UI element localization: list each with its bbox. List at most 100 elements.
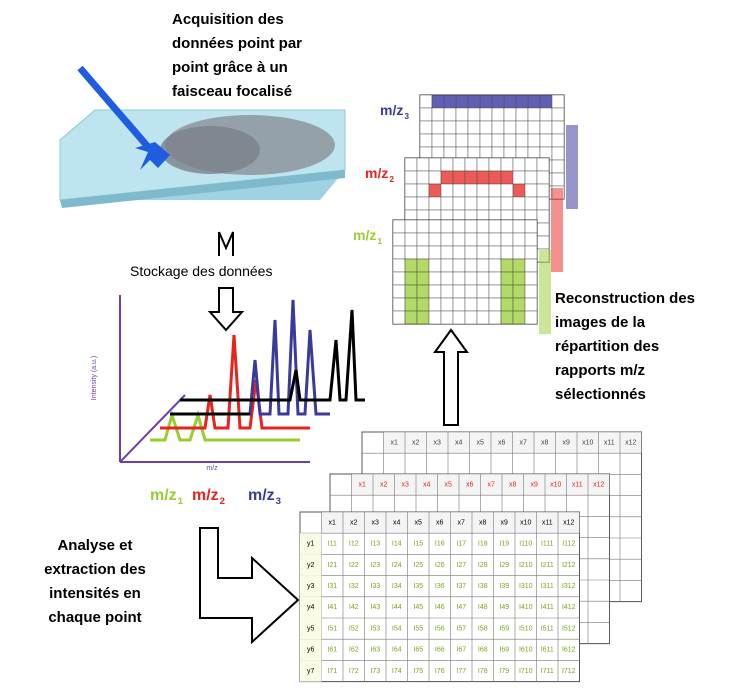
image-cell <box>477 197 489 210</box>
image-cell <box>525 197 537 210</box>
image-cell <box>504 95 516 108</box>
image-cell <box>405 285 417 298</box>
mz-subscript: 1 <box>377 236 382 246</box>
image-cell <box>513 220 525 233</box>
image-cell <box>525 220 537 233</box>
image-cell <box>453 259 465 272</box>
mz-subscript: 1 <box>178 496 184 507</box>
image-cell <box>468 121 480 134</box>
column-header: x9 <box>501 519 509 526</box>
row-header: y3 <box>307 583 315 590</box>
column-header: x2 <box>350 519 358 526</box>
column-header: x2 <box>380 481 388 488</box>
image-cell <box>528 121 540 134</box>
image-cell <box>405 298 417 311</box>
image-cell <box>492 95 504 108</box>
table-cell: I55 <box>413 625 423 632</box>
image-cell <box>429 184 441 197</box>
row-header: y5 <box>307 625 315 632</box>
row-header: y4 <box>307 604 315 611</box>
image-cell <box>465 184 477 197</box>
row-header: y6 <box>307 647 315 654</box>
image-cell <box>429 259 441 272</box>
analysis-line: intensités en <box>49 585 141 602</box>
column-header: x12 <box>563 519 574 526</box>
table-cell: I52 <box>349 625 359 632</box>
image-cell <box>537 184 549 197</box>
table-cell: I12 <box>349 541 359 548</box>
table-cell: I77 <box>456 668 466 675</box>
image-cell <box>441 197 453 210</box>
column-header: x10 <box>582 439 593 446</box>
image-cell <box>501 259 513 272</box>
column-header: x4 <box>455 439 463 446</box>
image-cell <box>477 311 489 324</box>
table-cell: I64 <box>392 647 402 654</box>
table-cell: I25 <box>413 562 423 569</box>
table-cell: I63 <box>370 647 380 654</box>
mz-label: m/z <box>353 227 376 243</box>
table-cell: I36 <box>435 583 445 590</box>
image-cell <box>405 220 417 233</box>
image-cell <box>465 233 477 246</box>
image-cell <box>501 246 513 259</box>
image-cell <box>417 311 429 324</box>
table-cell: I111 <box>541 541 554 548</box>
image-cell <box>477 285 489 298</box>
image-cell <box>501 311 513 324</box>
image-cell <box>429 311 441 324</box>
column-header: x7 <box>520 439 528 446</box>
table-cell: I53 <box>370 625 380 632</box>
image-cell <box>417 158 429 171</box>
column-header: x10 <box>520 519 531 526</box>
table-cell: I611 <box>541 647 554 654</box>
image-cell <box>525 272 537 285</box>
table-cell: I610 <box>519 647 533 654</box>
table-cell: I13 <box>370 541 380 548</box>
image-cell <box>501 197 513 210</box>
image-cell <box>393 233 405 246</box>
column-header: x5 <box>477 439 485 446</box>
mz-subscript: 2 <box>389 174 394 184</box>
image-cell <box>465 298 477 311</box>
image-cell <box>417 197 429 210</box>
image-cell <box>441 311 453 324</box>
table-cell: I48 <box>478 604 488 611</box>
table-cell: I612 <box>562 647 576 654</box>
image-cell <box>525 311 537 324</box>
image-cell <box>489 246 501 259</box>
table-cell: I210 <box>519 562 533 569</box>
column-header: x3 <box>434 439 442 446</box>
image-cell <box>552 134 564 147</box>
image-cell <box>501 285 513 298</box>
table-cell: I33 <box>370 583 380 590</box>
image-cell <box>393 220 405 233</box>
table-cell: I17 <box>456 541 466 548</box>
table-cell: I61 <box>327 647 337 654</box>
table-cell: I35 <box>413 583 423 590</box>
table-cell: I57 <box>456 625 466 632</box>
column-header: x11 <box>542 519 553 526</box>
image-cell <box>441 220 453 233</box>
table-cell: I412 <box>562 604 576 611</box>
image-cell <box>453 246 465 259</box>
table-cell: I46 <box>435 604 445 611</box>
image-cell <box>429 220 441 233</box>
table-cell: I76 <box>435 668 445 675</box>
image-cell <box>405 246 417 259</box>
column-header: x12 <box>593 481 604 488</box>
table-cell: I58 <box>478 625 488 632</box>
image-cell <box>453 171 465 184</box>
intensity-scale <box>539 250 551 334</box>
image-cell <box>441 285 453 298</box>
image-cell <box>456 134 468 147</box>
image-cell <box>441 259 453 272</box>
reconstruction-line: répartition des <box>555 338 659 355</box>
image-cell <box>537 223 549 236</box>
table-cell: I79 <box>499 668 509 675</box>
image-cell <box>513 184 525 197</box>
table-cell: I26 <box>435 562 445 569</box>
table-cell: I710 <box>519 668 533 675</box>
column-header: x7 <box>488 481 496 488</box>
image-cell <box>429 298 441 311</box>
